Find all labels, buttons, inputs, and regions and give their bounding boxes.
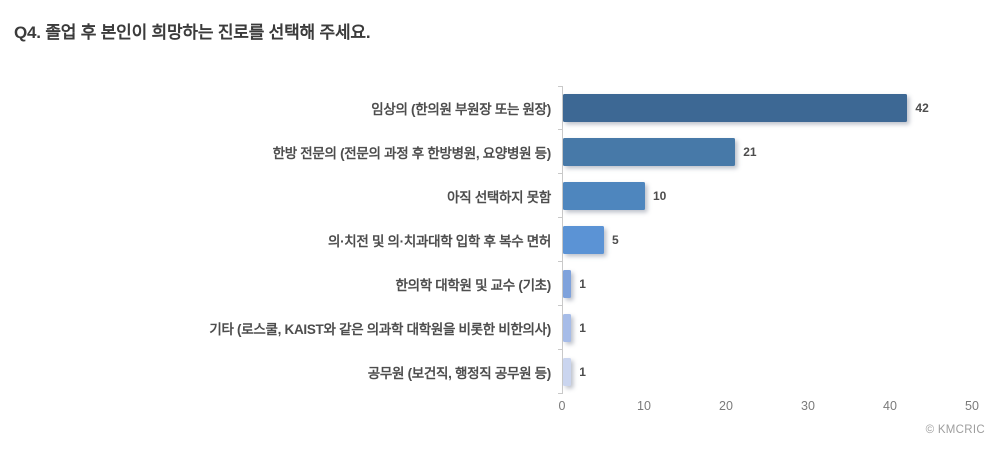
category-label: 기타 (로스쿨, KAIST와 같은 의과학 대학원을 비롯한 비한의사) bbox=[209, 322, 551, 337]
bar-track: 1 bbox=[558, 350, 973, 394]
x-axis: 0 10 20 30 40 50 bbox=[558, 397, 979, 419]
value-label: 10 bbox=[653, 189, 667, 203]
chart-row: 임상의 (한의원 부원장 또는 원장) 42 bbox=[0, 86, 1006, 130]
bar-track: 21 bbox=[558, 130, 973, 174]
bar-track: 5 bbox=[558, 218, 973, 262]
bar bbox=[563, 94, 908, 122]
value-label: 5 bbox=[612, 233, 619, 247]
category-label: 한방 전문의 (전문의 과정 후 한방병원, 요양병원 등) bbox=[272, 146, 552, 161]
bar-track: 1 bbox=[558, 262, 973, 306]
x-axis-tick-label: 30 bbox=[801, 399, 815, 413]
value-label: 21 bbox=[743, 145, 757, 159]
copyright-credit: © KMCRIC bbox=[925, 424, 985, 436]
value-label: 42 bbox=[915, 101, 929, 115]
bar-track: 1 bbox=[558, 306, 973, 350]
x-axis-tick-label: 0 bbox=[558, 399, 566, 413]
category-label: 임상의 (한의원 부원장 또는 원장) bbox=[371, 102, 551, 117]
category-label: 공무원 (보건직, 행정직 공무원 등) bbox=[367, 366, 552, 381]
x-axis-tick-label: 10 bbox=[637, 399, 651, 413]
chart-rows: 임상의 (한의원 부원장 또는 원장) 42 한방 전문의 (전문의 과정 후 한방… bbox=[0, 86, 1006, 394]
bar bbox=[563, 226, 604, 254]
chart-row: 의·치전 및 의·치과대학 입학 후 복수 면허 5 bbox=[0, 218, 1006, 262]
category-label: 아직 선택하지 못함 bbox=[447, 190, 551, 205]
chart-row: 공무원 (보건직, 행정직 공무원 등) 1 bbox=[0, 350, 1006, 394]
bar bbox=[563, 138, 736, 166]
bar-chart: 임상의 (한의원 부원장 또는 원장) 42 한방 전문의 (전문의 과정 후 한방… bbox=[0, 86, 1006, 419]
chart-row: 아직 선택하지 못함 10 bbox=[0, 174, 1006, 218]
bar bbox=[563, 182, 645, 210]
bar bbox=[563, 270, 572, 298]
bar-track: 42 bbox=[558, 86, 973, 130]
chart-row: 기타 (로스쿨, KAIST와 같은 의과학 대학원을 비롯한 비한의사) 1 bbox=[0, 306, 1006, 350]
x-axis-tick-label: 20 bbox=[719, 399, 733, 413]
x-axis-tick-label: 50 bbox=[965, 399, 979, 413]
bar bbox=[563, 314, 572, 342]
category-label: 의·치전 및 의·치과대학 입학 후 복수 면허 bbox=[327, 234, 551, 249]
value-label: 1 bbox=[579, 277, 586, 291]
chart-row: 한의학 대학원 및 교수 (기초) 1 bbox=[0, 262, 1006, 306]
value-label: 1 bbox=[579, 365, 586, 379]
bar bbox=[563, 358, 572, 386]
chart-row: 한방 전문의 (전문의 과정 후 한방병원, 요양병원 등) 21 bbox=[0, 130, 1006, 174]
value-label: 1 bbox=[579, 321, 586, 335]
x-axis-tick-label: 40 bbox=[883, 399, 897, 413]
page-title: Q4. 졸업 후 본인이 희망하는 진로를 선택해 주세요. bbox=[14, 23, 371, 42]
bar-track: 10 bbox=[558, 174, 973, 218]
category-label: 한의학 대학원 및 교수 (기초) bbox=[395, 278, 551, 293]
